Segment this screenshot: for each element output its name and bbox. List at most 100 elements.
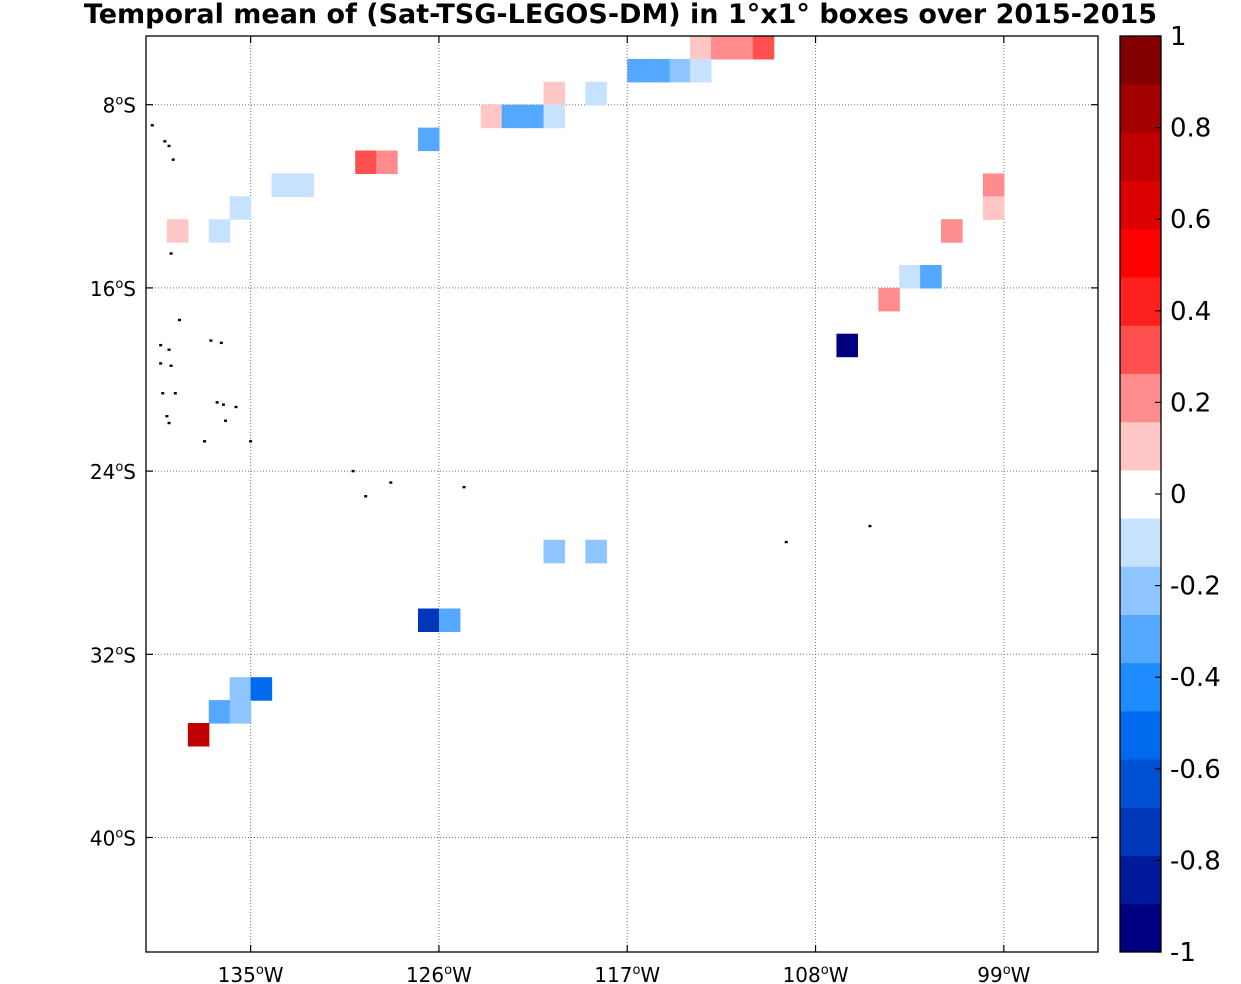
heatmap-cell — [982, 196, 1005, 220]
lat-tick-label: 8oS — [103, 94, 136, 118]
colorbar-block — [1120, 614, 1161, 664]
island — [171, 158, 175, 161]
heatmap-cell — [941, 219, 963, 243]
heatmap-cell — [669, 58, 691, 83]
colorbar-tick-label: 0.2 — [1170, 388, 1211, 418]
heatmap-cell — [438, 608, 461, 632]
colorbar-block — [1120, 36, 1161, 85]
colorbar-block — [1120, 180, 1161, 230]
colorbar-tick-label: 0 — [1170, 480, 1187, 510]
colorbar-tick-label: 0.4 — [1170, 297, 1211, 327]
island — [868, 524, 872, 528]
heatmap-cell — [187, 723, 210, 747]
heatmap-cell — [501, 104, 524, 129]
colorbar-labels: 1 0.8 0.6 0.4 0.2 0 -0.2 -0.4 -0.6 -0.8 -1 — [1170, 22, 1221, 968]
colorbar-tick-label: -0.4 — [1170, 663, 1221, 693]
island — [203, 440, 207, 443]
lon-tick-label: 99oW — [977, 963, 1030, 984]
island — [167, 144, 171, 148]
island — [389, 481, 393, 484]
colorbar-tick-label: 1 — [1170, 22, 1187, 52]
island-coastlines — [150, 124, 872, 544]
latitude-tick-labels: 8oS 16oS 24oS 32oS 40oS — [90, 94, 136, 851]
colorbar-block — [1120, 903, 1161, 953]
colorbar-ticks — [1155, 35, 1161, 953]
heatmap-cell — [648, 58, 670, 83]
heatmap-cell — [878, 287, 900, 312]
island — [224, 419, 228, 422]
heatmap-cell — [480, 104, 503, 129]
island — [364, 495, 368, 498]
island — [462, 485, 466, 489]
heatmap-cell — [731, 36, 754, 60]
heatmap-cell — [752, 36, 775, 60]
heatmap-cell — [292, 173, 314, 197]
lon-tick-label: 126oW — [406, 963, 472, 984]
heatmap-cell — [208, 219, 231, 243]
colorbar-block — [1120, 662, 1161, 712]
heatmap-cell — [899, 265, 921, 289]
lon-tick-label: 135oW — [218, 963, 284, 984]
island — [221, 403, 225, 406]
colorbar-block — [1120, 373, 1161, 423]
heatmap-cell — [418, 127, 440, 152]
island — [165, 414, 169, 418]
heatmap-cell — [229, 677, 252, 701]
island — [161, 392, 165, 395]
heatmap-cell — [543, 104, 566, 129]
heatmap-cell — [250, 677, 273, 701]
island — [169, 252, 173, 255]
longitude-tick-labels: 135oW 126oW 117oW 108oW 99oW — [218, 963, 1031, 984]
heatmap-cell — [229, 196, 252, 220]
colorbar-block — [1120, 469, 1161, 519]
heatmap-cell — [543, 539, 566, 564]
lon-tick-label: 117oW — [594, 963, 660, 984]
colorbar-tick-label: 0.8 — [1170, 114, 1211, 144]
colorbar-tick-label: -0.2 — [1170, 572, 1221, 602]
heatmap-cell — [690, 58, 712, 83]
island — [209, 339, 213, 342]
colorbar-block — [1120, 855, 1161, 905]
colorbar-block — [1120, 566, 1161, 616]
island — [169, 364, 173, 367]
colorbar-block — [1120, 807, 1161, 857]
island — [177, 318, 181, 322]
island — [784, 540, 788, 544]
heatmap-cells — [166, 36, 1005, 747]
island — [159, 362, 163, 365]
colorbar-tick-label: 0.6 — [1170, 205, 1211, 235]
colorbar: 1 0.8 0.6 0.4 0.2 0 -0.2 -0.4 -0.6 -0.8 -1 — [1119, 22, 1221, 968]
heatmap-cell — [627, 58, 649, 83]
colorbar-block — [1120, 277, 1161, 326]
plot-frame — [145, 35, 1099, 953]
colorbar-tick-label: -0.6 — [1170, 755, 1221, 785]
lat-tick-label: 32oS — [90, 643, 136, 667]
colorbar-tick-label: -0.8 — [1170, 846, 1221, 876]
island — [215, 401, 219, 404]
heatmap-cell — [355, 150, 377, 174]
lat-tick-label: 16oS — [90, 277, 136, 301]
heatmap-cell — [585, 539, 607, 564]
colorbar-block — [1120, 132, 1161, 182]
heatmap-cell — [166, 219, 189, 243]
island — [351, 469, 355, 473]
heatmap-cell — [690, 36, 712, 60]
lon-tick-label: 108oW — [783, 963, 849, 984]
heatmap-cell — [543, 81, 566, 106]
page-title: Temporal mean of (Sat-TSG-LEGOS-DM) in 1… — [83, 0, 1158, 30]
island — [163, 140, 167, 143]
heatmap-cell — [585, 81, 607, 106]
island — [249, 440, 253, 443]
colorbar-block — [1120, 421, 1161, 471]
island — [167, 421, 171, 425]
colorbar-block — [1120, 759, 1161, 808]
heatmap-cell — [376, 150, 398, 174]
colorbar-tick-label: -1 — [1170, 938, 1196, 968]
heatmap-cell — [522, 104, 545, 129]
island — [173, 392, 177, 395]
island — [150, 124, 154, 127]
colorbar-block — [1120, 710, 1161, 760]
heatmap-cell — [920, 265, 942, 289]
heatmap-cell — [710, 36, 733, 60]
